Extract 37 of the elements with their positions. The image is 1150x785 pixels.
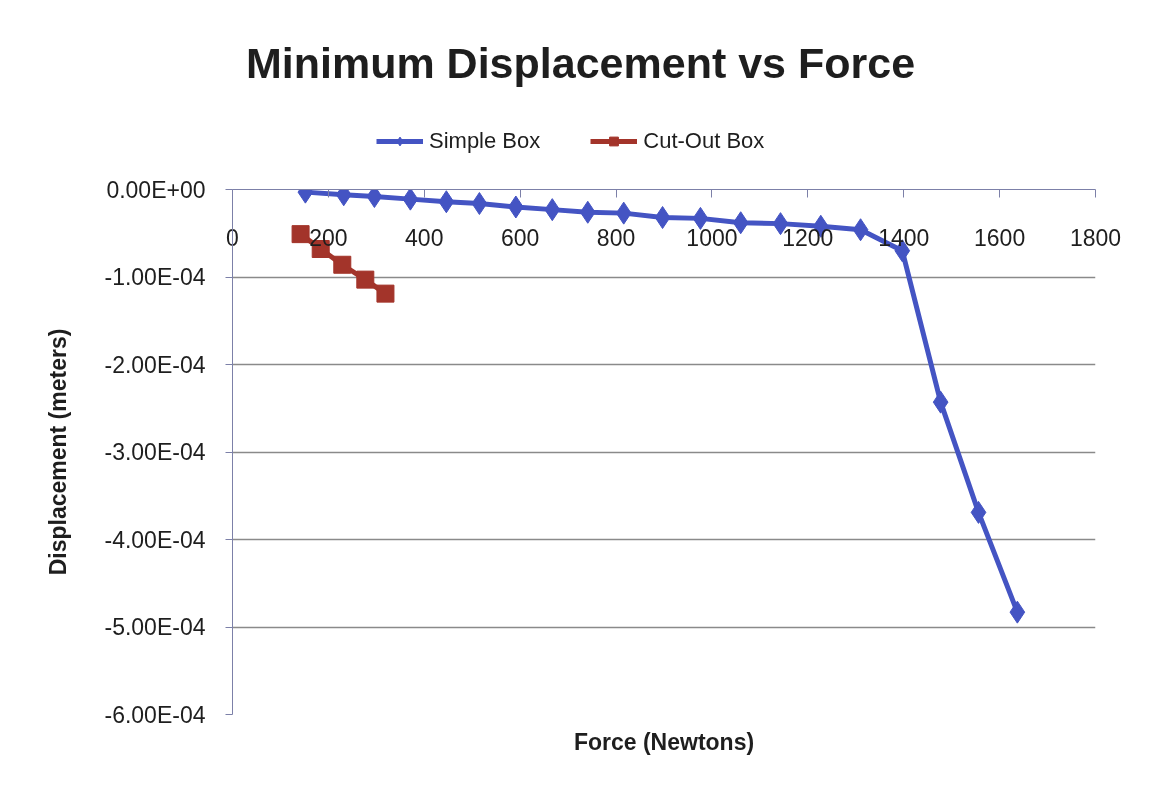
y-tick-label: -6.00E-04 <box>104 701 206 728</box>
x-axis-title: Force (Newtons) <box>573 728 755 755</box>
point <box>376 284 395 303</box>
x-tick-label: 1800 <box>1069 224 1122 251</box>
y-tick-label: -3.00E-04 <box>104 439 206 465</box>
point <box>356 270 375 289</box>
point <box>438 190 455 214</box>
x-tick-label: 400 <box>405 224 444 251</box>
y-tick-label: 0.00E+00 <box>106 176 206 203</box>
legend-label: Cut-Out Box <box>643 128 765 154</box>
point <box>291 225 310 244</box>
x-tick-label: 600 <box>500 224 540 251</box>
x-tick-label: 1600 <box>974 224 1026 251</box>
point <box>1009 600 1026 624</box>
y-axis-title: Displacement (meters) <box>45 328 72 576</box>
x-tick-label: 1400 <box>878 224 930 251</box>
x-tick-label: 1200 <box>782 224 834 251</box>
point <box>402 189 419 211</box>
point <box>932 390 949 414</box>
x-tick-label: 200 <box>309 224 348 251</box>
chart-title: Minimum Displacement vs Force <box>245 38 916 87</box>
y-tick-label: -2.00E-04 <box>104 351 206 378</box>
point <box>579 200 596 224</box>
y-tick-label: -4.00E-04 <box>104 526 206 553</box>
point <box>471 192 488 215</box>
legend-label: Simple Box <box>429 128 541 154</box>
point <box>615 201 632 225</box>
y-tick-label: -5.00E-04 <box>104 614 206 640</box>
x-tick-label: 1000 <box>686 224 738 251</box>
point <box>692 206 709 230</box>
point <box>544 198 561 222</box>
x-tick-label: 800 <box>596 224 636 251</box>
point <box>654 206 671 229</box>
y-tick-label: -1.00E-04 <box>104 264 206 290</box>
point <box>970 500 987 524</box>
point <box>852 218 869 242</box>
point <box>333 255 352 274</box>
